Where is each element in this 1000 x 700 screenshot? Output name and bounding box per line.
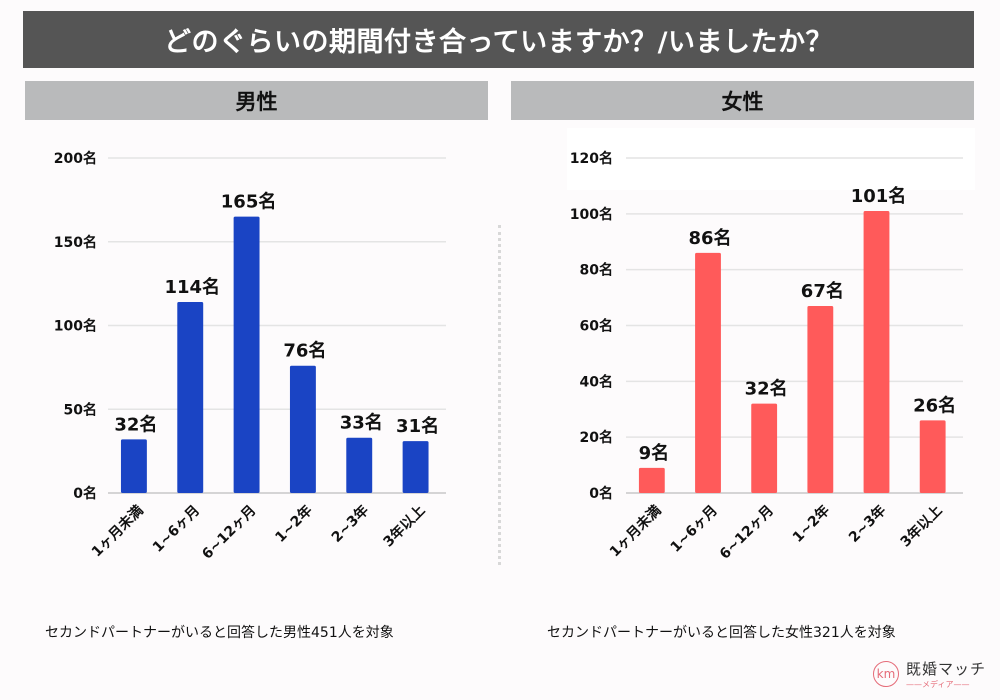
female-panel-header: 女性 <box>511 81 974 120</box>
data-label: 86名 <box>688 227 731 249</box>
data-label: 31名 <box>396 415 439 437</box>
data-label: 76名 <box>283 340 326 362</box>
x-tick-label: 2~3年 <box>845 502 889 546</box>
x-tick-label: 6~12ヶ月 <box>717 503 777 563</box>
bar <box>751 403 778 493</box>
x-tick-label: 3年以上 <box>897 502 946 551</box>
page-title: どのぐらいの期間付き合っていますか？/いましたか？ <box>23 11 974 68</box>
bar <box>120 439 147 493</box>
y-tick-label: 20名 <box>580 429 613 446</box>
female-sample-note: セカンドパートナーがいると回答した女性321人を対象 <box>547 625 896 641</box>
male-sample-note: セカンドパートナーがいると回答した男性451人を対象 <box>45 625 394 641</box>
bar <box>177 302 204 493</box>
background-patch <box>567 128 975 190</box>
logo-subtitle: ——メディア—— <box>906 680 970 689</box>
bar <box>807 305 834 493</box>
data-label: 32名 <box>745 378 788 400</box>
x-tick-label: 1ヶ月未満 <box>606 502 665 561</box>
logo-name: 既婚マッチ <box>906 660 987 678</box>
y-tick-label: 50名 <box>64 401 97 418</box>
bar <box>919 420 946 493</box>
data-label: 114名 <box>164 276 220 298</box>
y-tick-label: 80名 <box>580 262 613 279</box>
data-label: 165名 <box>221 191 277 213</box>
x-tick-label: 1~6ヶ月 <box>668 503 721 556</box>
data-label: 67名 <box>801 280 844 302</box>
y-tick-label: 40名 <box>580 373 613 390</box>
data-label: 9名 <box>639 442 670 464</box>
y-tick-label: 100名 <box>570 206 613 223</box>
logo-mark-icon: km <box>873 661 899 687</box>
y-tick-label: 200名 <box>54 150 97 167</box>
brand-logo: km 既婚マッチ ——メディア—— <box>870 658 995 694</box>
panel-divider <box>498 225 501 565</box>
data-label: 26名 <box>913 394 956 416</box>
bar <box>346 437 373 493</box>
y-tick-label: 0名 <box>589 485 613 502</box>
y-tick-label: 60名 <box>580 318 613 335</box>
data-label: 101名 <box>851 185 907 207</box>
bar <box>863 211 890 493</box>
bar <box>695 252 721 493</box>
bar <box>233 216 260 493</box>
bar <box>638 467 665 493</box>
y-tick-label: 120名 <box>570 150 613 167</box>
y-tick-label: 0名 <box>73 485 97 502</box>
bar <box>289 365 316 493</box>
data-label: 32名 <box>114 413 157 435</box>
y-tick-label: 150名 <box>54 234 97 251</box>
x-tick-label: 1~2年 <box>789 502 833 546</box>
bar <box>402 441 429 493</box>
y-tick-label: 100名 <box>54 318 97 335</box>
data-label: 33名 <box>340 412 383 434</box>
male-panel-header: 男性 <box>25 81 488 120</box>
